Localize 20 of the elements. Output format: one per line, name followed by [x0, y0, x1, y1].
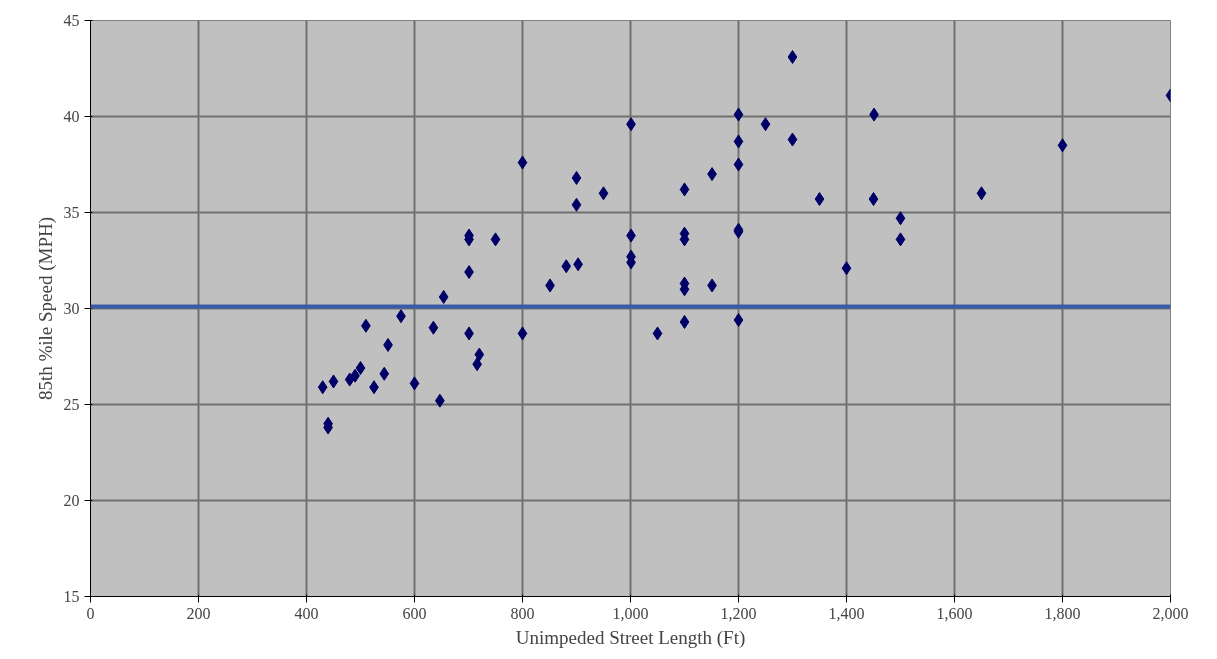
- x-tick-label: 800: [510, 604, 535, 622]
- y-tick-label: 35: [63, 204, 80, 221]
- x-tick-label: 1,000: [612, 604, 649, 622]
- y-tick-label: 40: [63, 108, 80, 125]
- x-tick-label: 2,000: [1152, 604, 1189, 622]
- x-tick-label: 400: [294, 604, 319, 622]
- x-tick-label: 600: [402, 604, 427, 622]
- x-tick-label: 1,600: [936, 604, 973, 622]
- y-tick-label: 20: [63, 492, 80, 509]
- x-tick-label: 1,400: [828, 604, 865, 622]
- x-tick-label: 1,800: [1044, 604, 1081, 622]
- y-tick-label: 15: [63, 588, 80, 605]
- x-tick-label: 200: [186, 604, 211, 622]
- y-tick-label: 45: [63, 12, 80, 29]
- y-tick-label: 25: [63, 396, 80, 413]
- x-axis-title: Unimpeded Street Length (Ft): [515, 626, 746, 649]
- x-tick-label: 0: [86, 604, 95, 622]
- y-axis-title: 85th %ile Speed (MPH): [34, 216, 57, 401]
- y-tick-label: 30: [63, 300, 80, 317]
- x-tick-label: 1,200: [720, 604, 757, 622]
